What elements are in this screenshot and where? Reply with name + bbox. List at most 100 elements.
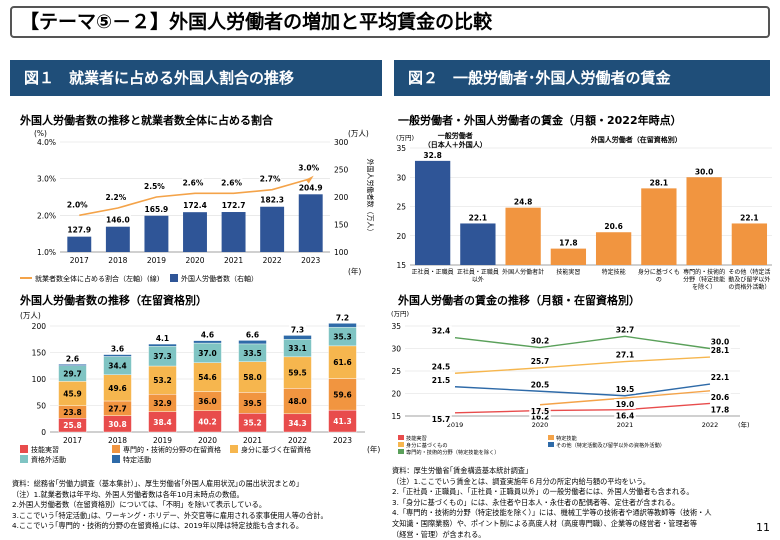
legend-swatch	[548, 435, 554, 440]
segment-value-label: 34.3	[288, 419, 307, 428]
left-tick-label: 3.0%	[37, 175, 56, 184]
stacked-bar-segment	[58, 364, 87, 366]
line-arrowhead	[305, 175, 314, 184]
line-point-label-bg	[430, 374, 452, 385]
segment-value-label: 6.6	[246, 330, 259, 339]
note-right-line: 3.「身分に基づくもの」には、永住者や日本人・永住者の配偶者等、定住者が含まれる…	[392, 497, 680, 507]
legend-label: 身分に基づく在留資格	[241, 445, 311, 454]
note-left-line: （注）1.就業者数は年平均、外国人労働者数は各年10月末時点の数値。	[12, 489, 244, 499]
left-tick-label: 1.0%	[37, 248, 56, 257]
x-tick-label: 2021	[224, 256, 243, 265]
stacked-bar-segment	[193, 362, 222, 392]
left-tick-label: 2.0%	[37, 211, 56, 220]
legend-swatch	[20, 455, 28, 463]
y-tick-label: 35	[396, 144, 406, 153]
segment-value-label: 35.2	[243, 419, 262, 428]
y-axis-unit: (万円)	[396, 134, 414, 142]
segment-value-label: 59.6	[333, 390, 352, 399]
legend-label: 技能実習	[406, 434, 427, 442]
legend-swatch	[112, 455, 120, 463]
stacked-bar-segment	[283, 335, 312, 340]
bar-value-label: 172.4	[183, 201, 207, 210]
line-point-label-bg	[614, 349, 636, 360]
segment-value-label-bg	[64, 353, 81, 364]
bar-value-label: 146.0	[106, 216, 130, 225]
stacked-bar-segment	[58, 381, 87, 406]
x-tick-label: 2020	[198, 436, 217, 445]
segment-value-label-bg	[334, 312, 351, 323]
chart1-subtitle: 外国人労働者数の推移と就業者数全体に占める割合	[20, 114, 273, 127]
stacked-bar-segment	[148, 343, 177, 347]
stacked-bar-segment	[328, 323, 357, 328]
right-axis-unit: (万人)	[348, 129, 369, 138]
bar-value-label: 30.0	[695, 167, 714, 176]
x-axis-unit: (年)	[348, 266, 361, 276]
legend-swatch	[230, 445, 238, 453]
segment-value-label: 32.9	[153, 399, 172, 408]
bar-value-label: 127.9	[67, 226, 91, 235]
segment-value-label: 25.8	[63, 421, 82, 430]
segment-value-label: 27.7	[108, 404, 127, 413]
segment-value-label: 3.6	[111, 345, 124, 354]
line-point-label-bg	[614, 324, 636, 335]
line-point-label-bg	[182, 177, 204, 188]
group-label-general: （日本人＋外国人）	[424, 140, 487, 149]
bar-foreign-workers	[183, 212, 207, 252]
line-point-label-bg	[143, 181, 166, 191]
fig1-banner: 図１ 就業者に占める外国人割合の推移	[10, 60, 382, 96]
bar-value-label: 165.9	[145, 205, 169, 214]
bar-foreign-workers	[260, 206, 285, 252]
y-tick-label: 200	[32, 322, 47, 331]
x-axis-unit: (年)	[738, 420, 750, 429]
y-tick-label: 30	[396, 173, 406, 182]
bar-foreign-workers	[144, 215, 169, 252]
stacked-bar-segment	[283, 388, 312, 415]
note-left-line: 4.ここでいう｢専門的・技術的分野の在留資格｣には、2019年以降は特定技能も含…	[12, 521, 304, 531]
line-point-label-bg	[709, 345, 731, 356]
line-point-label: 19.5	[616, 385, 635, 394]
line-point-label-bg	[529, 355, 551, 366]
stacked-bar-segment	[328, 345, 357, 379]
line-point-label: 27.1	[616, 351, 635, 360]
wage-bar	[550, 248, 587, 265]
legend-swatch	[548, 442, 554, 447]
line-point-label-bg	[220, 177, 243, 188]
line-point-label: 21.5	[432, 376, 451, 385]
segment-value-label-bg	[244, 329, 261, 340]
bar-foreign-workers	[67, 236, 92, 252]
line-point-label: 30.0	[711, 338, 730, 347]
stacked-bar-segment	[103, 374, 132, 402]
line-point-label: 2.2%	[105, 193, 126, 202]
line-point-label: 25.7	[531, 357, 550, 366]
legend-swatch	[398, 449, 404, 454]
segment-value-label: 29.7	[63, 370, 82, 379]
bar-value-label-bg	[220, 200, 247, 211]
stacked-bar-segment	[328, 378, 357, 411]
right-tick-label: 300	[334, 138, 349, 147]
legend-swatch	[398, 442, 404, 447]
bar-value-label-bg	[66, 224, 93, 235]
line-point-label: 2.5%	[144, 182, 165, 191]
x-tick-label: 2022	[263, 256, 282, 265]
segment-value-label: 34.4	[108, 362, 127, 371]
stacked-bar-segment	[238, 340, 267, 345]
chart3-subtitle: 一般労働者・外国人労働者の賃金（月額・2022年時点）	[398, 114, 682, 127]
y-tick-label: 150	[32, 349, 47, 358]
bar-foreign-workers	[221, 212, 246, 252]
wage-line	[454, 402, 711, 414]
line-point-label-bg	[430, 361, 452, 372]
right-axis-title: 外国人労働者数（万人）	[366, 159, 375, 236]
bar-value-label: 32.8	[423, 151, 442, 160]
group-label-general: 一般労働者	[438, 131, 473, 140]
right-tick-label: 250	[334, 166, 349, 175]
wage-line	[454, 356, 711, 374]
bar-value-label: 20.6	[604, 222, 623, 231]
line-point-label-bg	[614, 399, 636, 409]
legend-label: その他（特定活動及び留学以外の資格外活動）	[556, 441, 665, 449]
line-point-label-bg	[297, 162, 320, 173]
bar-value-label: 24.8	[514, 198, 533, 207]
x-category-label: 特定技能	[602, 268, 626, 276]
x-tick-label: 2017	[63, 436, 82, 445]
x-category-label: の資格外活動）	[728, 283, 770, 291]
